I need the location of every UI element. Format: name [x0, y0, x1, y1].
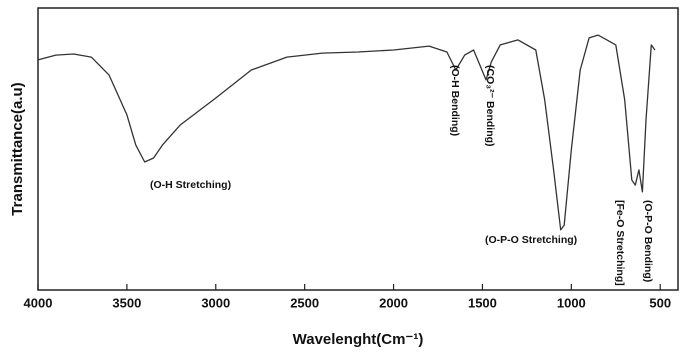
x-tick-label: 2000	[379, 295, 408, 310]
spectrum-line	[37, 34, 656, 231]
annotation: [Fe-O Stretching]	[614, 200, 626, 286]
x-tick-label: 1000	[557, 295, 586, 310]
x-tick-label: 3000	[201, 295, 230, 310]
annotation: (O-P-O Bending)	[642, 200, 654, 282]
annotation: (O-H Stretching)	[150, 179, 231, 191]
x-tick-label: 2500	[290, 295, 319, 310]
plot-frame	[37, 7, 679, 291]
y-axis-label: Transmittance(a.u)	[9, 82, 26, 215]
annotation: (CO₃²⁻ Bending)	[484, 65, 496, 147]
annotation: (O-H Bending)	[449, 65, 461, 136]
x-tick-label: 3500	[112, 295, 141, 310]
x-axis-label: Wavelenght(Cm⁻¹)	[293, 331, 424, 348]
x-tick-label: 4000	[24, 295, 53, 310]
x-tick-label: 500	[649, 295, 671, 310]
x-tick-label: 1500	[468, 295, 497, 310]
annotation: (O-P-O Stretching)	[485, 234, 577, 246]
